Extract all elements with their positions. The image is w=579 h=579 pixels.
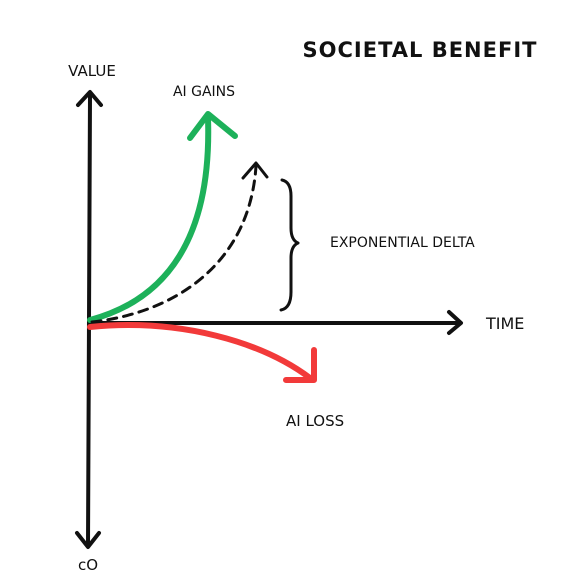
dashed-baseline-curve (90, 161, 269, 324)
exponential-delta-label: EXPONENTIAL DELTA (330, 235, 475, 251)
y-axis-label: VALUE (68, 62, 116, 80)
bottom-axis-label: cO (78, 556, 98, 574)
x-axis-label: TIME (485, 314, 524, 333)
ai-loss-curve (87, 322, 317, 383)
ai-loss-label: AI LOSS (286, 412, 344, 430)
exponential-delta-brace (279, 178, 300, 312)
ai-gains-curve (87, 111, 238, 323)
ai-gains-label: AI GAINS (173, 84, 235, 100)
diagram-title: SOCIETAL BENEFIT (303, 38, 538, 62)
